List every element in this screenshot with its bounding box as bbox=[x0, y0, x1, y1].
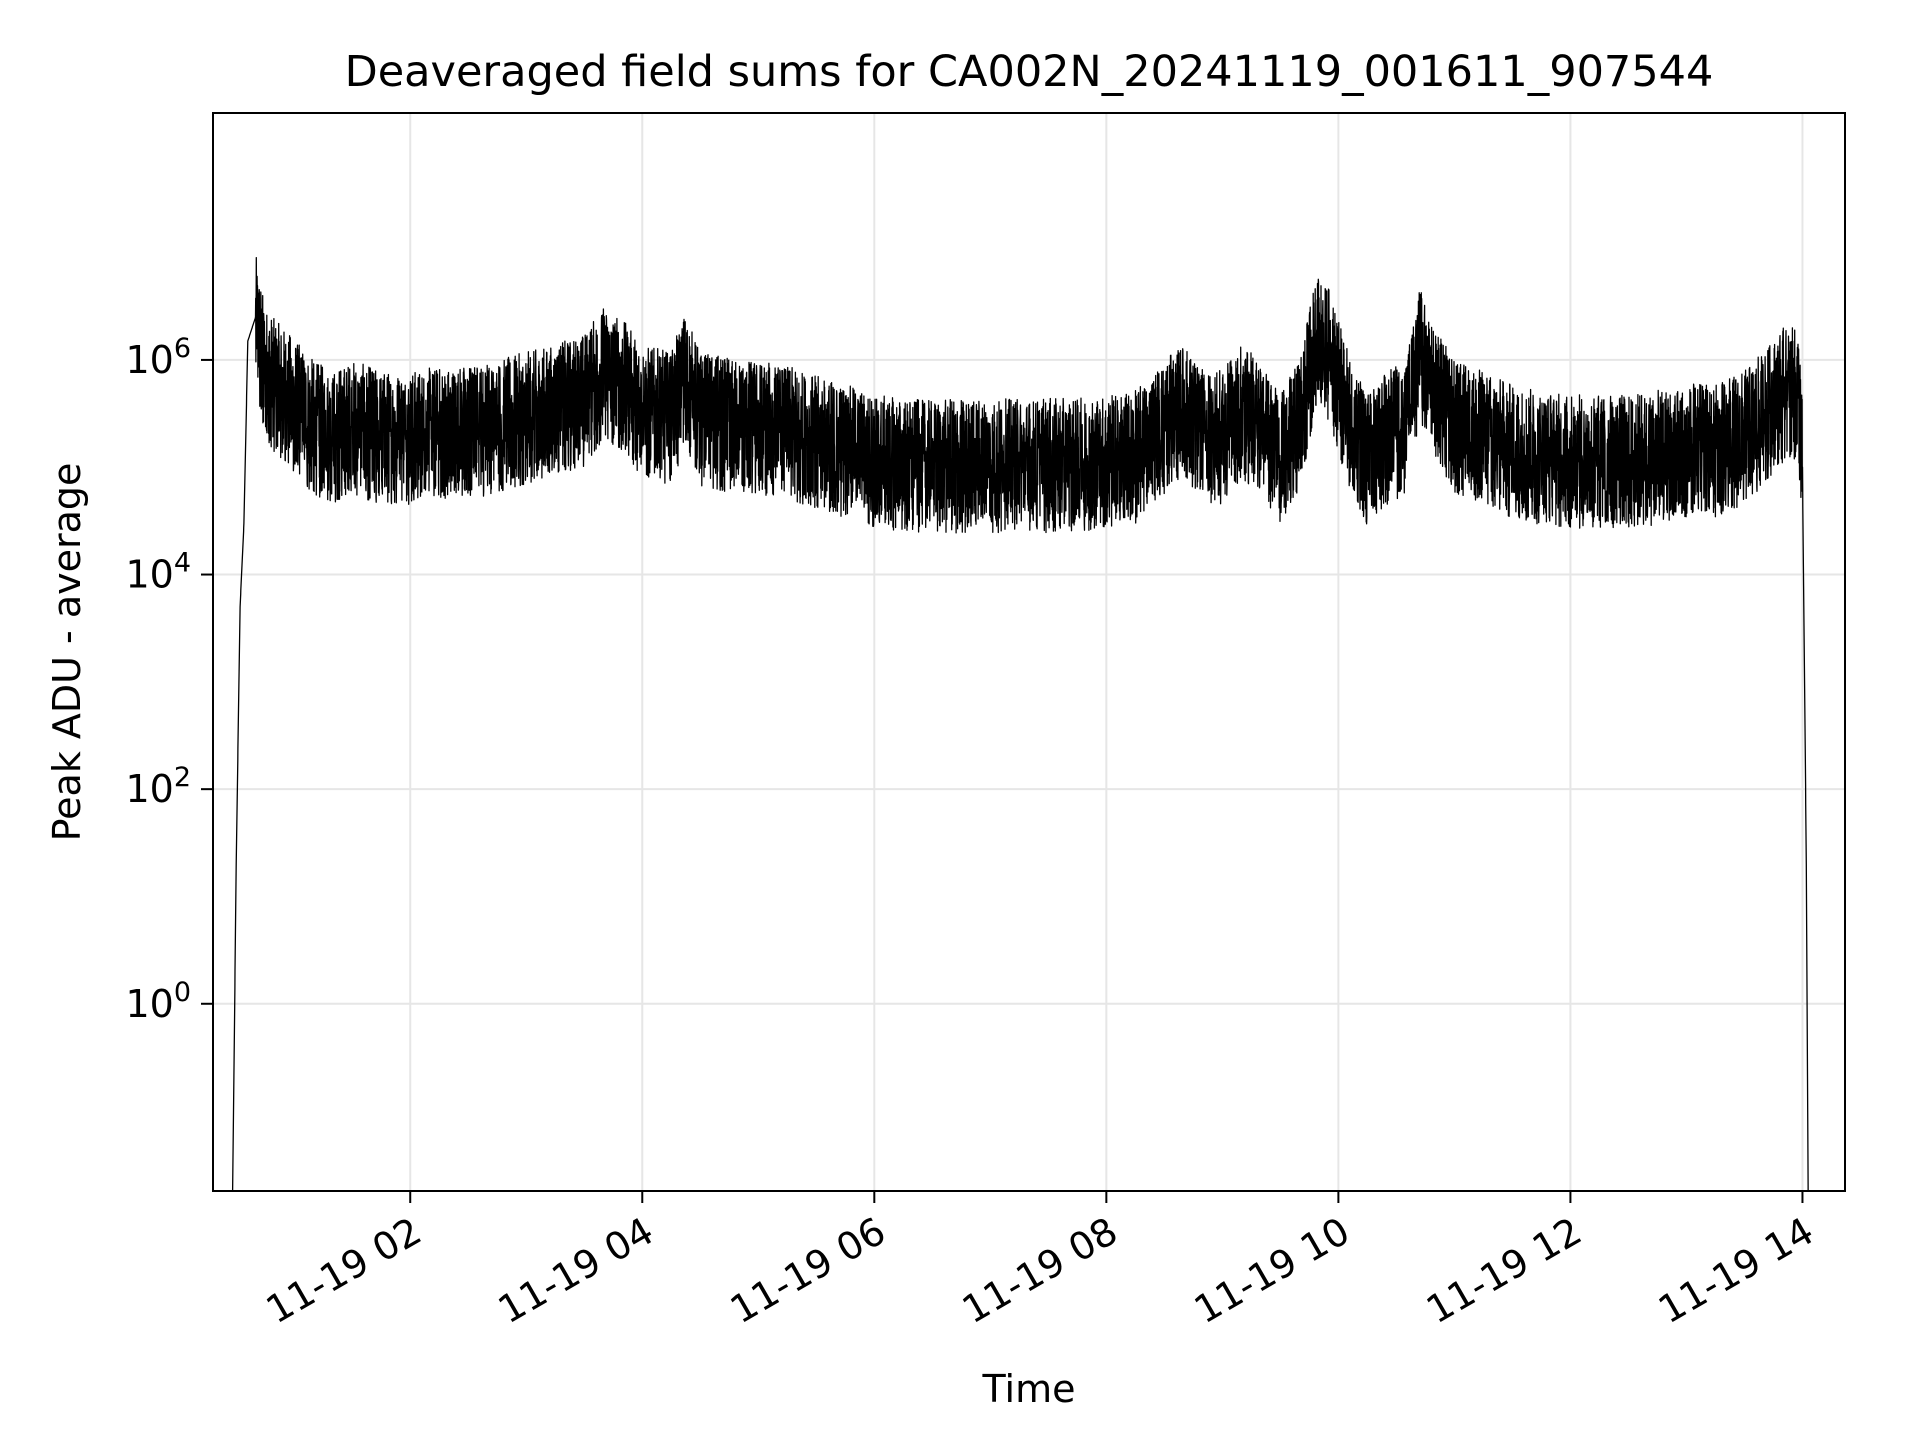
grid bbox=[213, 113, 1845, 1191]
y-axis-ticks: 100 102 104 106 bbox=[125, 333, 213, 1026]
y-tick-label: 106 bbox=[125, 333, 191, 382]
y-axis-label: Peak ADU - average bbox=[45, 463, 89, 842]
x-axis-label: Time bbox=[982, 1367, 1076, 1411]
y-tick-label: 102 bbox=[125, 762, 191, 811]
y-tick-label: 104 bbox=[125, 548, 191, 597]
plot-frame bbox=[212, 112, 1846, 1192]
y-tick-label: 100 bbox=[125, 977, 191, 1026]
series-line bbox=[231, 256, 1809, 1191]
chart-title: Deaveraged field sums for CA002N_2024111… bbox=[345, 47, 1714, 97]
series-group bbox=[231, 256, 1809, 1191]
